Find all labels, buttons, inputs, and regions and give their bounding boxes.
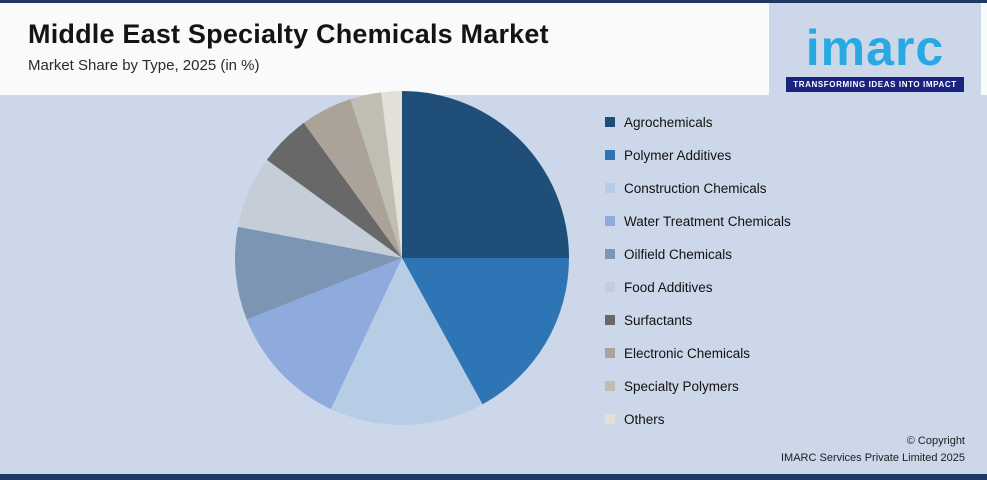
- legend-swatch: [605, 249, 615, 259]
- pie-slice-polymer-additives: [402, 258, 569, 405]
- legend-item: Agrochemicals: [605, 112, 791, 132]
- legend-swatch: [605, 381, 615, 391]
- legend-label: Surfactants: [624, 312, 693, 328]
- legend-item: Others: [605, 409, 791, 429]
- imarc-logo-tagline: TRANSFORMING IDEAS INTO IMPACT: [786, 76, 964, 92]
- pie-chart-container: [234, 90, 570, 426]
- legend-label: Agrochemicals: [624, 114, 713, 130]
- pie-slice-food-additives: [237, 159, 402, 258]
- pie-slice-water-treatment-chemicals: [246, 258, 402, 410]
- legend-item: Specialty Polymers: [605, 376, 791, 396]
- legend-item: Food Additives: [605, 277, 791, 297]
- legend-swatch: [605, 183, 615, 193]
- pie-slice-surfactants: [266, 122, 402, 258]
- legend-label: Construction Chemicals: [624, 180, 767, 196]
- legend-item: Polymer Additives: [605, 145, 791, 165]
- pie-slice-electronic-chemicals: [303, 99, 402, 258]
- imarc-logo-text: imarc: [805, 19, 945, 76]
- legend-swatch: [605, 150, 615, 160]
- legend-swatch: [605, 117, 615, 127]
- legend-swatch: [605, 216, 615, 226]
- legend-label: Water Treatment Chemicals: [624, 213, 791, 229]
- pie-chart: [235, 91, 569, 426]
- pie-slice-oilfield-chemicals: [235, 226, 402, 320]
- legend-swatch: [605, 282, 615, 292]
- legend-swatch: [605, 414, 615, 424]
- page-subtitle: Market Share by Type, 2025 (in %): [28, 57, 260, 74]
- bottom-border: [0, 474, 987, 480]
- legend-label: Oilfield Chemicals: [624, 246, 733, 262]
- pie-slice-agrochemicals: [402, 91, 569, 258]
- legend-label: Electronic Chemicals: [624, 345, 751, 361]
- legend-label: Others: [624, 411, 665, 427]
- legend-label: Food Additives: [624, 279, 713, 295]
- copyright: © Copyright IMARC Services Private Limit…: [781, 433, 965, 466]
- legend-item: Water Treatment Chemicals: [605, 211, 791, 231]
- legend-item: Oilfield Chemicals: [605, 244, 791, 264]
- legend-swatch: [605, 315, 615, 325]
- legend-item: Surfactants: [605, 310, 791, 330]
- legend: Agrochemicals Polymer Additives Constructi…: [605, 112, 791, 442]
- legend-label: Polymer Additives: [624, 147, 732, 163]
- imarc-logo: imarc TRANSFORMING IDEAS INTO IMPACT: [769, 3, 981, 111]
- pie-slice-specialty-polymers: [350, 92, 402, 258]
- pie-slice-others: [381, 91, 402, 258]
- pie-slice-construction-chemicals: [330, 258, 483, 426]
- page-title: Middle East Specialty Chemicals Market: [28, 19, 549, 49]
- legend-item: Electronic Chemicals: [605, 343, 791, 363]
- legend-swatch: [605, 348, 615, 358]
- legend-label: Specialty Polymers: [624, 378, 739, 394]
- legend-item: Construction Chemicals: [605, 178, 791, 198]
- copyright-line1: © Copyright: [906, 435, 965, 447]
- top-border: [0, 0, 987, 3]
- copyright-line2: IMARC Services Private Limited 2025: [780, 451, 965, 464]
